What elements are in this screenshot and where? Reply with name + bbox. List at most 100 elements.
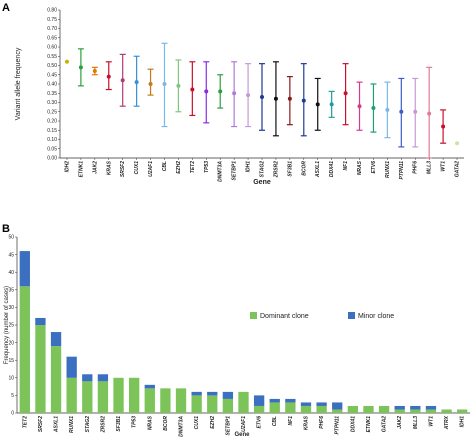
panel-b-chart: 0 5 10 15 20 25 30 35 40 45 50 TET2 SRSF2 ASXL1 RUNX1… xyxy=(4,235,470,438)
panel-a-x-tick-label: NF1 xyxy=(343,161,349,171)
panel-a-x-tick-label: DDX41 xyxy=(329,161,335,177)
panel-a-mark-tet2 xyxy=(189,61,196,117)
panel-a-x-tick-label: SF3B1 xyxy=(287,161,293,177)
panel-a-x-tick-label: IDH1 xyxy=(246,161,252,173)
panel-a-y-tick-label: 0.05 xyxy=(47,146,57,152)
panel-a-mark-ezh2 xyxy=(175,59,182,113)
panel-b-bar-cux1-minor-clone xyxy=(191,391,202,396)
panel-b-bar-etv6-minor-clone xyxy=(253,395,265,406)
panel-a-mark-mll3 xyxy=(426,66,433,159)
panel-b-x-tick-label: NRAS xyxy=(147,415,153,430)
panel-a-x-tick-label: WT1 xyxy=(441,161,447,172)
panel-a-x-axis-label: Gene xyxy=(253,179,271,186)
panel-b-x-axis-label: Gene xyxy=(234,432,250,438)
panel-a-x-tick-label: TP53 xyxy=(204,161,210,173)
panel-b-bar-ezh2-minor-clone xyxy=(207,391,218,396)
panel-a-mark-nras xyxy=(356,81,363,131)
panel-a-y-ticks: 0.00 0.05 0.10 0.15 0.20 0.25 0.30 0.35 0.40 0.45… xyxy=(47,8,60,162)
panel-b-bar-wt1-minor-clone xyxy=(425,405,437,410)
panel-b-bar-mll3-dominant-clone xyxy=(410,409,421,413)
panel-b-x-tick-label: ATRX xyxy=(444,415,450,430)
panel-b-bar-tp53-dominant-clone xyxy=(129,377,140,413)
legend-swatch-dominant-clone xyxy=(250,312,257,319)
panel-b-bar-runx1-dominant-clone xyxy=(66,377,77,413)
panel-a-point-ptpn11 xyxy=(399,109,404,114)
panel-a-y-tick-label: 0.10 xyxy=(47,137,57,143)
panel-a-point-tet2 xyxy=(190,87,195,92)
panel-b-bar-srsf2-dominant-clone xyxy=(35,325,46,413)
panel-a-mark-etnk1 xyxy=(77,48,84,87)
panel-b-bar-zrsr2-minor-clone xyxy=(97,374,109,382)
panel-b-y-tick-label: 40 xyxy=(8,270,14,276)
panel-b-y-tick-label: 50 xyxy=(8,235,14,241)
panel-b-bar-ptpn11-dominant-clone xyxy=(332,409,343,413)
panel-a-point-phf6 xyxy=(413,109,418,114)
panel-a-mark-srsf2 xyxy=(119,53,126,107)
panel-a-y-tick-label: 0.80 xyxy=(47,8,57,14)
panel-a-x-tick-label: SRSF2 xyxy=(120,161,126,177)
panel-a-y-tick-label: 0.20 xyxy=(47,119,57,125)
panel-a-y-tick-label: 0.25 xyxy=(47,109,57,115)
panel-a-mark-asxl1 xyxy=(314,77,321,131)
panel-b-x-tick-label: JAK2 xyxy=(397,416,403,429)
panel-a-mark-sf3b1 xyxy=(286,75,293,126)
panel-a-mark-setbp1 xyxy=(231,61,238,128)
panel-a-x-ticks: IDH2 ETNK1 JAK2 KRAS SRSF2 CUX1 U2AF1 CBL EZH2 TE… xyxy=(64,158,461,182)
panel-a-mark-bcor xyxy=(300,63,307,137)
panel-a-point-etnk1 xyxy=(78,65,83,70)
panel-b-y-tick-label: 5 xyxy=(11,393,14,399)
panel-a-chart: 0.00 0.05 0.10 0.15 0.20 0.25 0.30 0.35 0.40 0.45… xyxy=(15,8,464,186)
panel-b-x-tick-label: DNMT3A xyxy=(179,416,185,437)
panel-a-mark-u2af1 xyxy=(147,68,154,96)
panel-a-point-runx1 xyxy=(385,107,390,112)
panel-b-x-tick-label: DDX41 xyxy=(350,416,356,432)
panel-a-y-tick-label: 0.75 xyxy=(47,17,57,23)
panel-a-point-mll3 xyxy=(427,111,432,116)
panel-b-x-tick-label: IDH1 xyxy=(460,416,466,428)
panel-a-point-tp53 xyxy=(204,89,209,94)
panel-b-bar-u2af1-dominant-clone xyxy=(238,391,249,413)
panel-b-letter: B xyxy=(2,223,10,235)
panel-b-bar-gata2-dominant-clone xyxy=(378,405,390,413)
panel-a-x-tick-label: RUNX1 xyxy=(385,161,391,178)
panel-a-x-tick-label: TET2 xyxy=(190,161,196,173)
panel-b-legend: Dominant clone Minor clone xyxy=(250,312,394,320)
panel-b-y-tick-label: 15 xyxy=(8,358,14,364)
panel-b-bar-zrsr2-dominant-clone xyxy=(97,381,109,413)
panel-a-point-wt1 xyxy=(441,124,446,129)
panel-b-y-tick-label: 30 xyxy=(8,305,14,311)
panel-b-x-tick-label: NF1 xyxy=(288,416,294,426)
panel-b-y-tick-label: 35 xyxy=(8,288,14,294)
panel-a-x-tick-label: ETNK1 xyxy=(78,161,84,178)
panel-a-y-axis-label: Variant allele frequency xyxy=(15,47,22,120)
panel-a-y-tick-label: 0.40 xyxy=(47,82,57,88)
panel-a-x-tick-label: CBL xyxy=(162,161,168,171)
panel-b-x-tick-label: SF3B1 xyxy=(116,416,122,432)
panel-a-x-tick-label: PHF6 xyxy=(413,161,419,174)
panel-a-mark-phf6 xyxy=(412,77,419,148)
panel-a-y-tick-label: 0.00 xyxy=(47,156,57,162)
panel-a-point-stag2 xyxy=(260,94,264,99)
panel-a-point-kras xyxy=(106,74,111,79)
panel-a-y-tick-label: 0.15 xyxy=(47,128,57,134)
panel-b-bar-kras-minor-clone xyxy=(300,402,312,406)
panel-b-x-tick-label: STAG2 xyxy=(85,416,91,433)
panel-b-y-tick-label: 10 xyxy=(8,376,14,382)
panel-b-bar-cux1-dominant-clone xyxy=(191,395,202,413)
panel-a-x-tick-label: ASXL1 xyxy=(315,161,321,178)
panel-a-y-tick-label: 0.50 xyxy=(47,63,57,69)
panel-a-point-idh1 xyxy=(246,93,251,98)
panel-b-y-axis-label: Frequency (number of cases) xyxy=(4,286,10,364)
panel-a-mark-ptpn11 xyxy=(398,77,405,148)
panel-b-bar-bcor-dominant-clone xyxy=(160,388,171,413)
panel-a-point-dnmt3a xyxy=(218,89,223,94)
panel-a-x-tick-label: IDH2 xyxy=(64,161,70,173)
panel-b-bar-mll3-minor-clone xyxy=(410,405,421,410)
panel-b-y-ticks: 0 5 10 15 20 25 30 35 40 45 50 xyxy=(8,235,17,417)
panel-b-bar-sf3b1-dominant-clone xyxy=(113,377,124,413)
panel-a-point-jak2 xyxy=(92,69,97,74)
panel-a-point-sf3b1 xyxy=(287,96,292,101)
panel-b-x-tick-label: ZRSR2 xyxy=(100,416,106,434)
panel-a-mark-dnmt3a xyxy=(217,74,224,109)
